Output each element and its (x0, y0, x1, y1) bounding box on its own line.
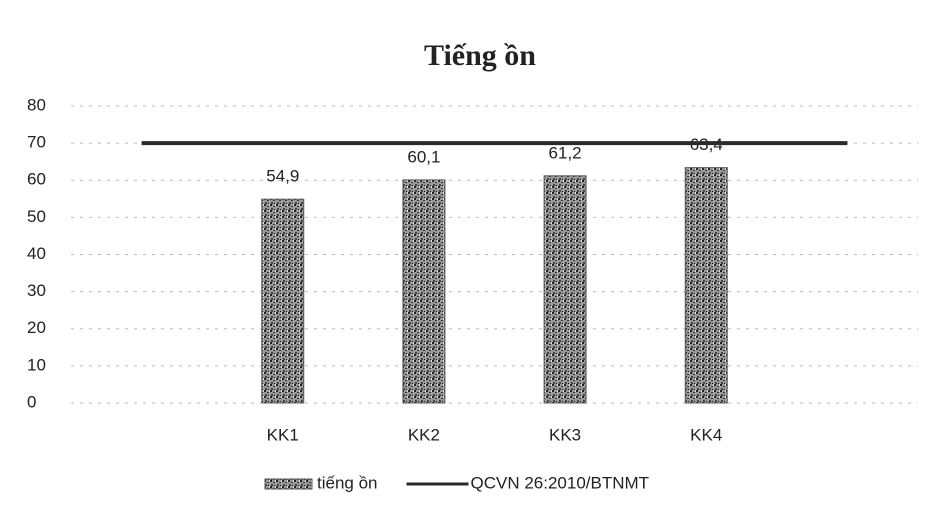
legend-swatch (264, 478, 313, 490)
legend-label: tiếng ồn (317, 473, 378, 492)
legend-label: QCVN 26:2010/BTNMT (471, 473, 650, 492)
y-tick-label: 50 (27, 207, 46, 226)
bar (684, 167, 728, 404)
data-label: 61,2 (549, 143, 582, 162)
y-tick-label: 20 (27, 318, 46, 337)
chart-title: Tiếng ồn (424, 39, 536, 72)
y-tick-label: 30 (27, 281, 46, 300)
bar (402, 179, 446, 404)
x-tick-label: KK4 (690, 425, 722, 444)
y-tick-label: 80 (27, 95, 46, 114)
bar (543, 175, 587, 404)
y-tick-label: 60 (27, 170, 46, 189)
y-tick-label: 10 (27, 355, 46, 374)
y-tick-label: 70 (27, 133, 46, 152)
y-tick-label: 40 (27, 244, 46, 263)
x-tick-label: KK3 (549, 425, 581, 444)
x-tick-label: KK1 (267, 425, 299, 444)
data-label: 54,9 (266, 167, 299, 186)
data-label: 60,1 (407, 147, 440, 166)
x-tick-label: KK2 (408, 425, 440, 444)
bar (261, 198, 305, 404)
y-tick-label: 0 (27, 392, 36, 411)
